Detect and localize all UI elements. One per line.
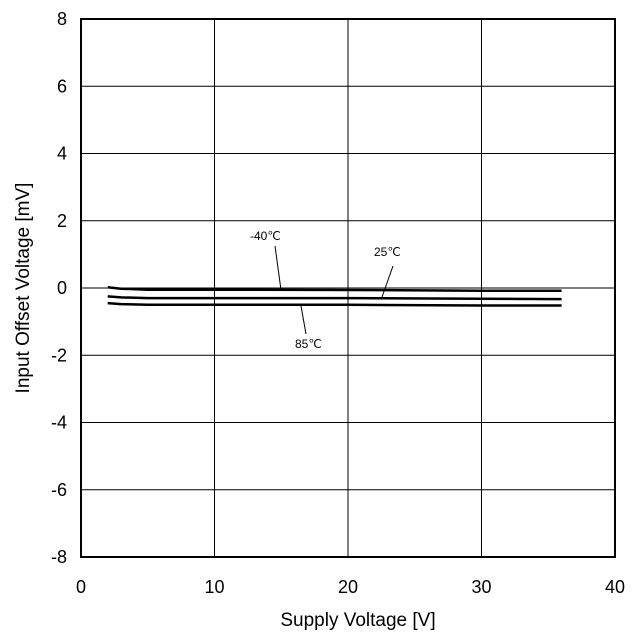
annotation-leader xyxy=(300,305,307,335)
annotations: -40℃ 25℃ 85℃ xyxy=(250,229,401,351)
grid xyxy=(81,19,615,557)
x-tick-labels: 0 10 20 30 40 xyxy=(76,577,625,597)
x-axis-title: Supply Voltage [V] xyxy=(280,610,435,631)
series-line xyxy=(107,286,562,292)
annotation-leader xyxy=(381,265,394,298)
x-tick-label: 20 xyxy=(338,577,358,597)
y-tick-label: 4 xyxy=(57,144,67,164)
series-line xyxy=(107,301,562,307)
annotation-label: 85℃ xyxy=(295,337,322,351)
y-axis-title: Input Offset Voltage [mV] xyxy=(13,183,34,394)
x-tick-label: 10 xyxy=(204,577,224,597)
series-lines xyxy=(107,286,562,307)
y-tick-label: 0 xyxy=(57,278,67,298)
y-tick-label: -6 xyxy=(51,480,67,500)
y-tick-label: 8 xyxy=(57,9,67,29)
x-tick-label: 0 xyxy=(76,577,86,597)
plot-frame xyxy=(80,18,616,558)
annotation-label: -40℃ xyxy=(250,229,281,243)
x-tick-label: 40 xyxy=(605,577,625,597)
y-tick-label: 6 xyxy=(57,76,67,96)
annotation-label: 25℃ xyxy=(374,245,401,259)
y-tick-label: -4 xyxy=(51,413,67,433)
y-tick-label: -8 xyxy=(51,547,67,567)
series-line xyxy=(107,295,562,301)
y-tick-labels: -8 -6 -4 -2 0 2 4 6 8 xyxy=(51,9,67,567)
annotation-leader xyxy=(274,245,282,291)
y-tick-label: 2 xyxy=(57,211,67,231)
x-tick-label: 30 xyxy=(471,577,491,597)
y-tick-label: -2 xyxy=(51,345,67,365)
